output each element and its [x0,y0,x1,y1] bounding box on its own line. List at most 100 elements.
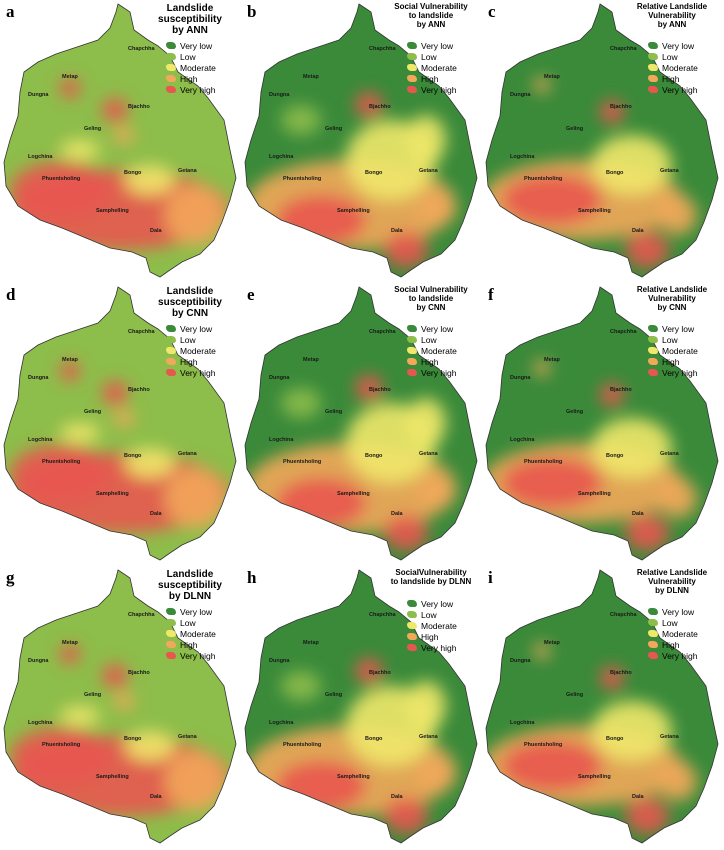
legend-swatch [166,630,176,637]
legend-swatch [407,622,417,629]
map-panel-c: Chapchha Metap Dungna Bjachho Geling Logchina… [482,0,723,283]
map-panel-g: Chapchha Metap Dungna Bjachho Geling Logchina… [0,566,241,849]
hazard-zone [355,658,383,684]
place-label: Phuentsholing [42,742,80,748]
legend-label: Very low [662,323,695,334]
legend-item: Very high [166,650,241,661]
legend-label: Low [421,51,437,62]
place-label: Metap [62,357,79,363]
hazard-zone [592,135,672,195]
place-label: Metap [544,357,561,363]
place-label: Bongo [365,453,383,459]
legend-item: Very high [648,650,723,661]
place-label: Bjachho [128,104,150,110]
panel-title: Social Vulnerability to landslide by CNN [394,285,468,312]
place-label: Dala [391,794,404,800]
legend-label: Moderate [180,345,216,356]
legend: Very low Low Moderate High Very high [166,40,241,95]
legend-item: High [166,73,241,84]
map-d: Chapchha Metap Dungna Bjachho Geling Logchina… [3,286,237,561]
place-label: Getana [178,168,198,174]
place-label: Phuentsholing [524,742,562,748]
hazard-zone [10,162,110,218]
hazard-zone [276,761,366,811]
legend: Very low Low Moderate High Very high [166,323,241,378]
place-label: Dungna [269,375,290,381]
legend-item: Low [407,609,482,620]
legend-item: Very low [648,40,723,51]
place-label: Bongo [124,170,142,176]
place-label: Chapchha [128,46,156,52]
legend-label: Low [180,617,196,628]
place-label: Samphelling [578,208,611,214]
legend-label: Very low [180,606,213,617]
place-label: Bjachho [610,670,632,676]
district-outline [3,569,237,844]
legend-label: Moderate [421,62,457,73]
legend-label: Very low [180,323,213,334]
map-c: Chapchha Metap Dungna Bjachho Geling Logchina… [485,3,719,278]
legend-swatch [166,325,176,332]
hazard-zone [406,115,446,165]
place-label: Dungna [28,92,49,98]
place-label: Samphelling [337,208,370,214]
hazard-zone [384,515,428,551]
hazard-zone [276,478,366,528]
legend-swatch [407,611,417,618]
place-label: Dungna [269,658,290,664]
place-label: Dala [150,794,163,800]
legend-item: Very low [407,40,482,51]
place-label: Metap [303,640,320,646]
hazard-zone [102,664,128,688]
legend-item: Very high [166,84,241,95]
legend-label: Very high [180,84,216,95]
hazard-zone [60,78,80,98]
map-panel-d: Chapchha Metap Dungna Bjachho Geling Logchina… [0,283,241,566]
legend-swatch [166,369,176,376]
legend-label: Moderate [180,62,216,73]
hazard-zone [657,478,697,518]
district-outline [485,286,719,561]
hazard-zone [276,195,366,245]
place-label: Bongo [124,453,142,459]
place-label: Bongo [606,170,624,176]
map-h: Chapchha Metap Dungna Bjachho Geling Logchina… [244,569,478,844]
place-label: Logchina [28,437,53,443]
legend-item: High [407,356,482,367]
place-label: Phuentsholing [42,176,80,182]
legend-swatch [407,644,417,651]
legend-label: Very low [421,598,454,609]
place-label: Bjachho [369,387,391,393]
legend-label: Low [662,334,678,345]
place-label: Bjachho [128,387,150,393]
hazard-zone [625,798,669,834]
legend: Very low Low Moderate High Very high [407,323,482,378]
legend-label: Very high [662,84,698,95]
legend-item: Low [407,334,482,345]
hazard-zone [416,195,456,225]
place-label: Metap [303,74,320,80]
legend-item: Low [407,51,482,62]
hazard-zone [281,388,321,418]
legend-swatch [166,347,176,354]
legend: Very low Low Moderate High Very high [407,598,482,653]
place-label: Bongo [606,453,624,459]
legend-item: Moderate [407,620,482,631]
legend-swatch [407,633,417,640]
place-label: Logchina [269,154,294,160]
legend-label: Very low [662,40,695,51]
place-label: Chapchha [128,329,156,335]
place-label: Samphelling [96,491,129,497]
hazard-zone [416,761,456,791]
legend-item: Moderate [166,345,241,356]
legend-item: Very low [166,323,241,334]
legend-swatch [166,86,176,93]
panel-title: Relative Landslide Vulnerability by CNN [636,285,708,312]
map-a: Chapchha Metap Dungna Bjachho Geling Logchina… [3,3,237,278]
map-panel-f: Chapchha Metap Dungna Bjachho Geling Logchina… [482,283,723,566]
place-label: Dungna [510,658,531,664]
legend-item: Moderate [407,345,482,356]
place-label: Dala [391,228,404,234]
panel-letter: g [6,568,15,587]
hazard-zone [281,105,321,135]
